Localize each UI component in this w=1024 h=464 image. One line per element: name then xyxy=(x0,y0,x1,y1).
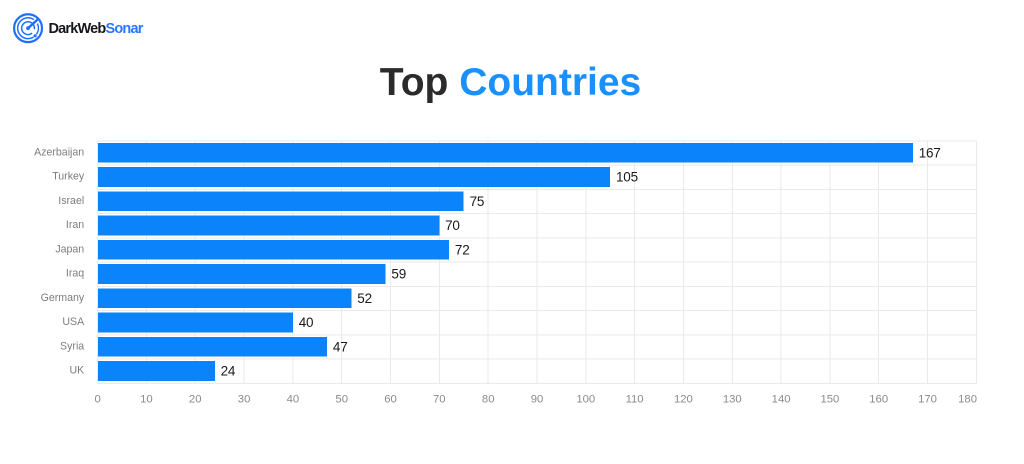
svg-text:90: 90 xyxy=(531,393,544,405)
svg-text:0: 0 xyxy=(94,393,100,405)
svg-text:47: 47 xyxy=(333,340,348,355)
svg-text:130: 130 xyxy=(723,393,742,405)
svg-text:110: 110 xyxy=(626,393,644,405)
svg-text:120: 120 xyxy=(674,393,693,405)
svg-text:80: 80 xyxy=(482,393,495,405)
svg-text:150: 150 xyxy=(820,393,839,405)
svg-text:Syria: Syria xyxy=(60,341,84,353)
svg-text:USA: USA xyxy=(62,316,85,328)
svg-text:52: 52 xyxy=(357,291,372,306)
svg-text:60: 60 xyxy=(384,393,397,405)
svg-text:10: 10 xyxy=(140,393,153,405)
svg-text:160: 160 xyxy=(869,393,888,405)
svg-text:20: 20 xyxy=(189,393,202,405)
svg-text:72: 72 xyxy=(455,243,470,258)
svg-text:UK: UK xyxy=(69,365,84,377)
svg-text:59: 59 xyxy=(391,267,406,282)
svg-text:100: 100 xyxy=(576,393,595,405)
svg-text:167: 167 xyxy=(919,146,941,161)
svg-text:170: 170 xyxy=(918,393,937,405)
svg-text:105: 105 xyxy=(616,170,638,185)
svg-text:40: 40 xyxy=(287,393,300,405)
svg-text:Iran: Iran xyxy=(66,219,84,231)
svg-text:70: 70 xyxy=(445,218,460,233)
svg-text:Turkey: Turkey xyxy=(52,171,85,183)
svg-text:40: 40 xyxy=(299,315,314,330)
svg-text:30: 30 xyxy=(238,393,251,405)
svg-text:75: 75 xyxy=(470,194,485,209)
svg-text:50: 50 xyxy=(335,393,348,405)
svg-text:180: 180 xyxy=(958,393,977,405)
svg-text:Japan: Japan xyxy=(55,244,84,256)
svg-text:Azerbaijan: Azerbaijan xyxy=(34,147,84,159)
svg-text:Israel: Israel xyxy=(58,195,84,207)
svg-text:70: 70 xyxy=(433,393,446,405)
svg-text:24: 24 xyxy=(221,364,236,379)
svg-text:140: 140 xyxy=(772,393,791,405)
svg-text:Iraq: Iraq xyxy=(66,268,84,280)
svg-text:Germany: Germany xyxy=(41,292,85,304)
